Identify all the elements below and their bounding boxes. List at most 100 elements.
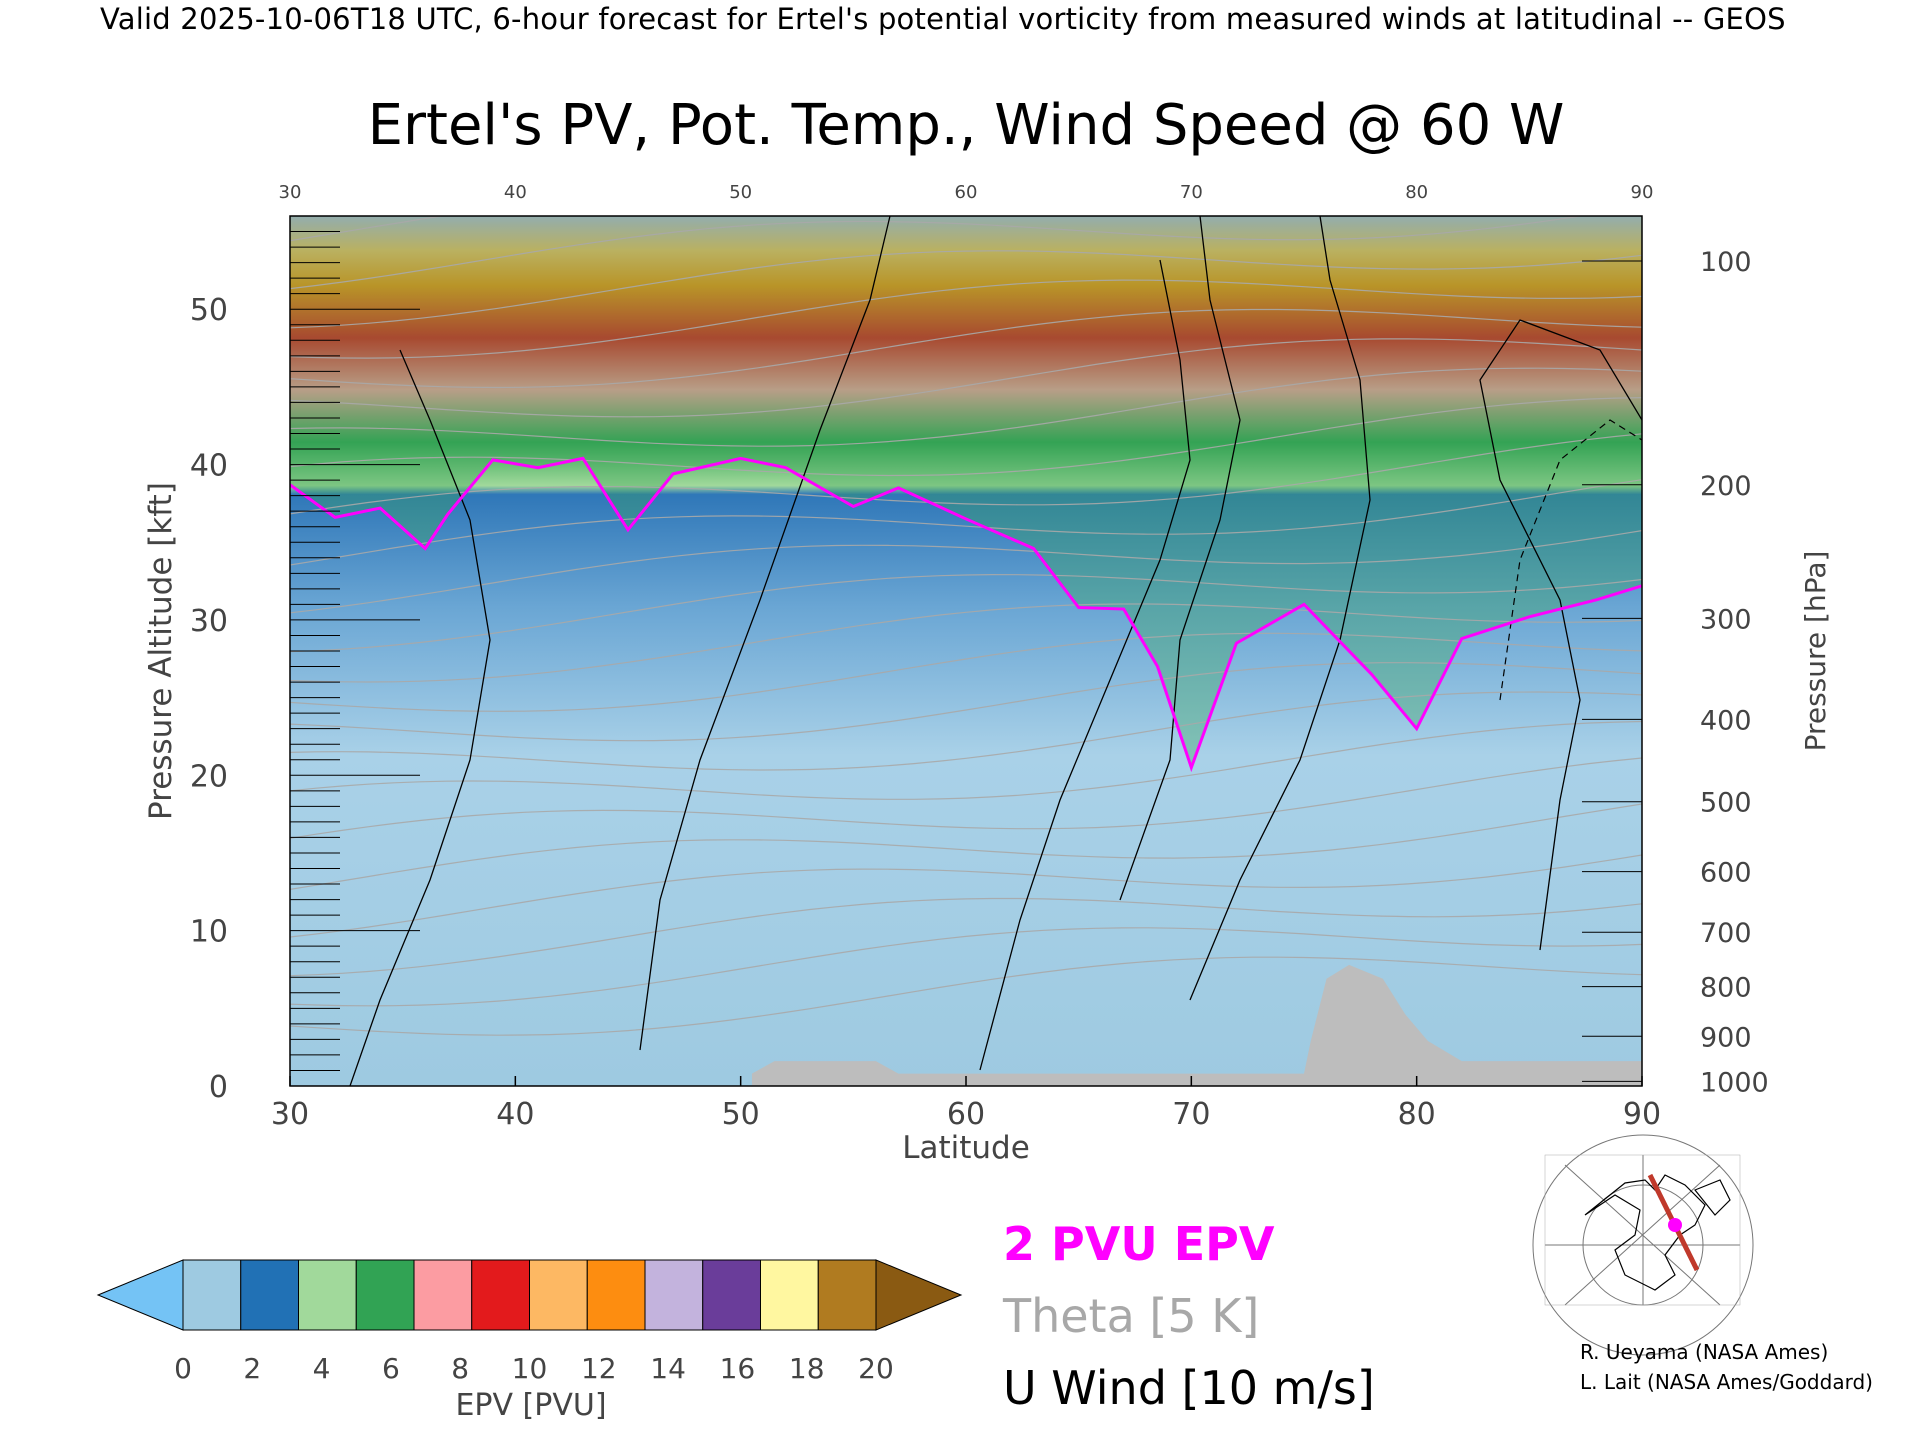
u-wind-contour — [1479, 319, 1642, 951]
theta-contour — [290, 956, 1642, 1036]
x-tick-label-top: 80 — [1405, 182, 1428, 203]
x-tick-label-top: 30 — [279, 182, 302, 203]
legend-entry: U Wind [10 m/s] — [1003, 1361, 1375, 1415]
y-tick-label: 40 — [190, 449, 228, 484]
colorbar-tick-label: 16 — [720, 1352, 756, 1385]
theta-contour — [290, 803, 1642, 890]
colorbar-tick-label: 4 — [313, 1352, 331, 1385]
terrain — [751, 964, 1642, 1086]
colorbar-segment — [471, 1259, 530, 1331]
pressure-tick-label: 200 — [1700, 471, 1752, 502]
pressure-tick-label: 700 — [1700, 918, 1752, 949]
x-tick-label-top: 90 — [1631, 182, 1654, 203]
colorbar-tick-label: 0 — [174, 1352, 192, 1385]
theta-contours — [290, 216, 1642, 1036]
theta-contour — [290, 691, 1642, 771]
y2-axis-label: Pressure [hPa] — [1799, 551, 1832, 752]
legend: 2 PVU EPV Theta [5 K] U Wind [10 m/s] — [1002, 1217, 1375, 1415]
u-wind-contour — [349, 349, 491, 1086]
theta-contour — [290, 927, 1642, 1007]
tropopause-2pvu-line — [290, 456, 1642, 773]
colorbar-segment — [644, 1259, 704, 1331]
x-axis-label: Latitude — [902, 1130, 1030, 1166]
y-tick-label: 0 — [209, 1070, 228, 1105]
y-axis-label: Pressure Altitude [kft] — [143, 482, 179, 820]
x-tick-label-top: 70 — [1180, 182, 1203, 203]
x-tick-label: 30 — [271, 1097, 309, 1132]
legend-entry: 2 PVU EPV — [1003, 1217, 1275, 1271]
valid-line: Valid 2025-10-06T18 UTC, 6-hour forecast… — [100, 2, 1786, 36]
theta-contour — [290, 433, 1642, 515]
x-axis-top: 30 40 50 60 70 80 90 — [279, 182, 1654, 203]
credit-line-1: R. Ueyama (NASA Ames) — [1580, 1340, 1828, 1364]
pressure-tick-label: 100 — [1700, 247, 1752, 278]
legend-entry: Theta [5 K] — [1002, 1289, 1259, 1343]
colorbar-label: EPV [PVU] — [455, 1388, 606, 1423]
colorbar-segment — [529, 1259, 588, 1331]
theta-contour — [290, 573, 1642, 653]
pressure-tick-label: 600 — [1700, 858, 1752, 889]
u-wind-contours — [349, 216, 1642, 1086]
theta-contour — [290, 250, 1642, 329]
colorbar-segment — [182, 1259, 242, 1331]
x-tick-label-top: 60 — [955, 182, 978, 203]
u-wind-contour — [979, 259, 1191, 1071]
theta-contour — [290, 632, 1642, 712]
theta-contour — [290, 603, 1642, 683]
x-tick-label-top: 50 — [729, 182, 752, 203]
y-axis-right-pressure: 100 200 300 400 500 600 700 800 900 1000 — [1582, 247, 1769, 1098]
colorbar-segment — [355, 1259, 415, 1331]
colorbar-tick-label: 14 — [650, 1352, 686, 1385]
colorbar-tick-label: 8 — [451, 1352, 469, 1385]
y-tick-label: 50 — [190, 293, 228, 328]
pressure-tick-label: 800 — [1700, 973, 1752, 1004]
plot-area — [290, 216, 1642, 1086]
x-tick-label-top: 40 — [504, 182, 527, 203]
y-tick-label: 30 — [190, 604, 228, 639]
colorbar-segment — [760, 1259, 819, 1331]
u-wind-contour — [1189, 216, 1371, 1001]
colorbar-tick-label: 20 — [858, 1352, 894, 1385]
y-axis-left: 0 10 20 30 40 50 — [190, 231, 420, 1105]
theta-contour — [290, 338, 1642, 418]
pressure-tick-label: 400 — [1700, 705, 1752, 736]
colorbar-segment — [298, 1259, 357, 1331]
colorbar-tick-label: 6 — [382, 1352, 400, 1385]
x-tick-label: 40 — [496, 1097, 534, 1132]
y-tick-label: 10 — [190, 915, 228, 950]
x-tick-label: 70 — [1172, 1097, 1210, 1132]
theta-contour — [290, 530, 1642, 614]
pressure-tick-label: 300 — [1700, 604, 1752, 635]
y-tick-label: 20 — [190, 759, 228, 794]
colorbar-tick-label: 10 — [512, 1352, 548, 1385]
pressure-tick-label: 500 — [1700, 788, 1752, 819]
theta-contour — [290, 720, 1642, 800]
theta-contour — [290, 662, 1642, 742]
u-wind-contour — [639, 216, 891, 1051]
colorbar-over-arrow — [875, 1259, 963, 1331]
x-tick-label: 80 — [1398, 1097, 1436, 1132]
x-axis-bottom: 30 40 50 60 70 80 90 — [271, 1076, 1661, 1132]
theta-contour — [290, 216, 1585, 290]
stratosphere-band — [290, 216, 1642, 768]
theta-contour — [290, 279, 1642, 359]
theta-contour — [290, 479, 1642, 566]
theta-contour — [290, 757, 1642, 839]
theta-contour — [290, 308, 1642, 389]
colorbar-segment — [240, 1259, 299, 1331]
colorbar: 0 2 4 6 8 10 12 14 16 18 20 — [96, 1259, 963, 1385]
colorbar-segment — [413, 1259, 473, 1331]
pressure-tick-label: 900 — [1700, 1022, 1752, 1053]
theta-contour — [290, 367, 1642, 447]
colorbar-segment — [586, 1259, 646, 1331]
x-tick-label: 90 — [1623, 1097, 1661, 1132]
theta-contour — [290, 397, 1642, 477]
u-wind-contour-negative — [1499, 419, 1642, 701]
x-tick-label: 50 — [722, 1097, 760, 1132]
colorbar-tick-label: 12 — [581, 1352, 617, 1385]
pressure-tick-label: 1000 — [1700, 1067, 1769, 1098]
colorbar-segment — [817, 1259, 877, 1331]
locator-map — [1532, 1134, 1754, 1356]
